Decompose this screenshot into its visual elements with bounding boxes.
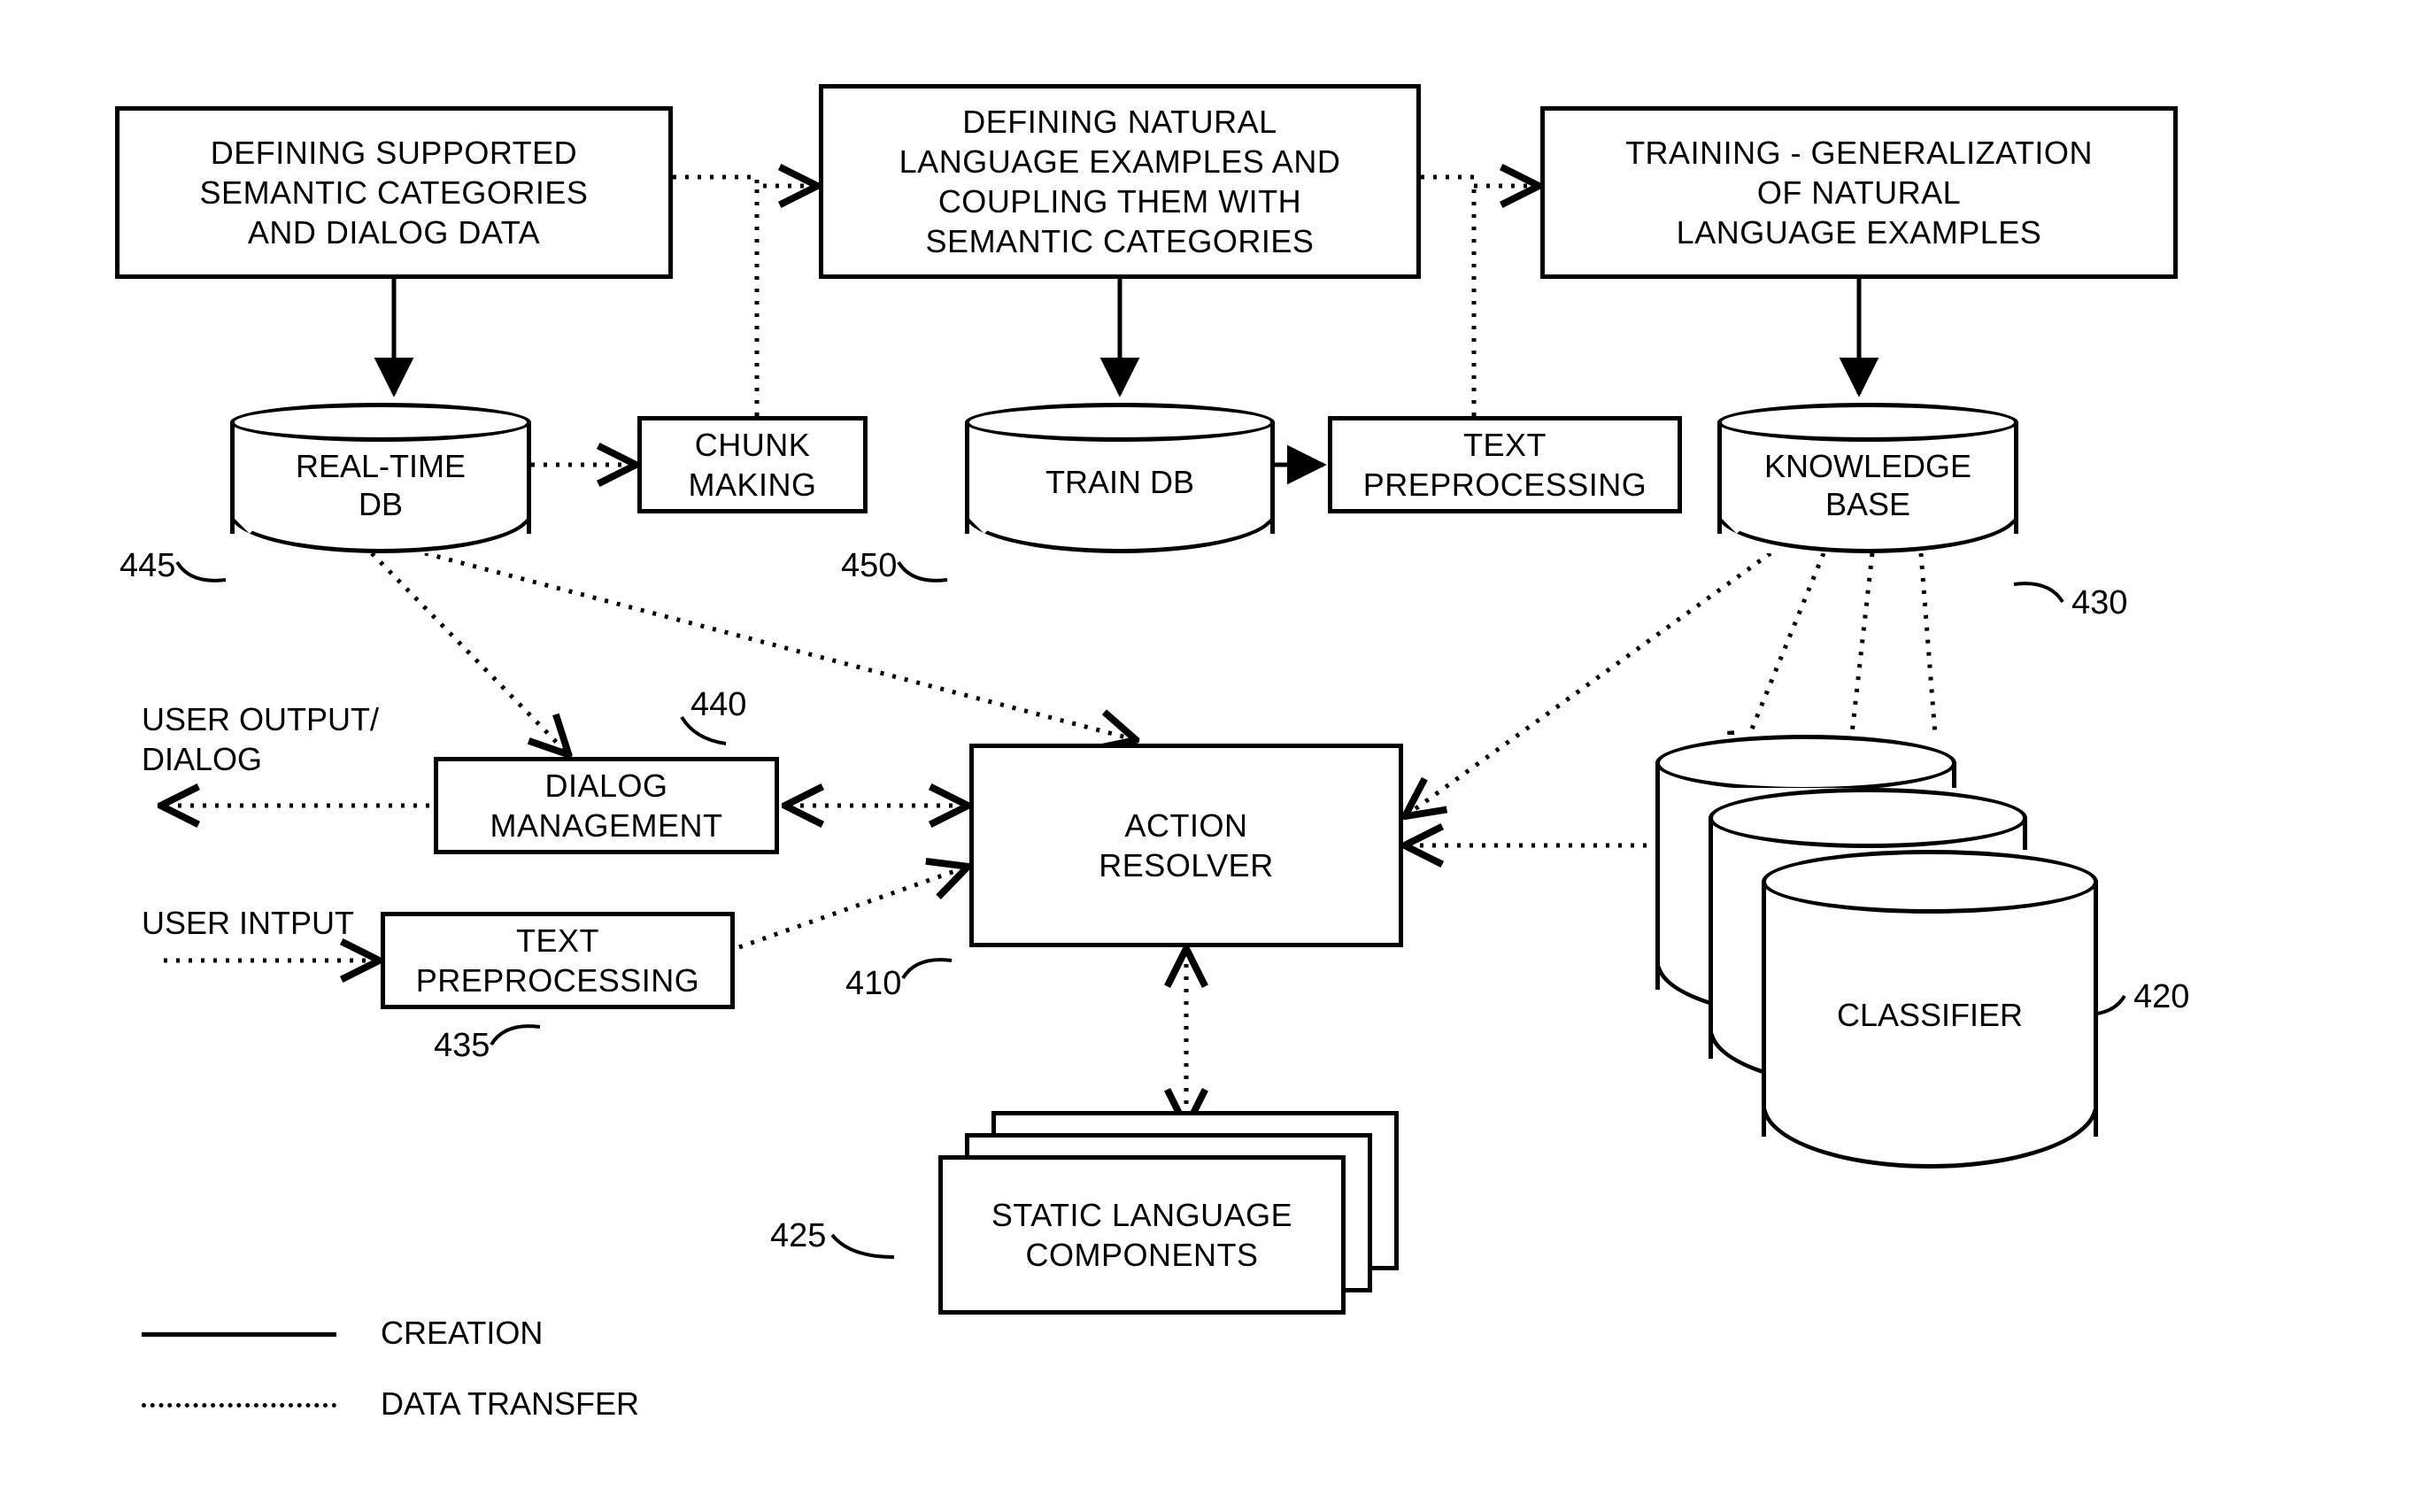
ref-435: 435: [434, 1027, 490, 1065]
ref-440: 440: [690, 686, 746, 724]
ref-445: 445: [120, 547, 175, 585]
label-defining-categories: DEFINING SUPPORTED SEMANTIC CATEGORIES A…: [200, 133, 589, 252]
node-static-lang: STATIC LANGUAGE COMPONENTS: [938, 1155, 1346, 1315]
label-train-db: TRAIN DB: [1045, 464, 1194, 500]
node-training-gen: TRAINING - GENERALIZATION OF NATURAL LAN…: [1540, 106, 2178, 279]
diagram-root: DEFINING SUPPORTED SEMANTIC CATEGORIES A…: [0, 0, 2430, 1512]
label-defining-examples: DEFINING NATURAL LANGUAGE EXAMPLES AND C…: [899, 102, 1341, 261]
ref-425: 425: [770, 1217, 826, 1255]
legend-creation-line: [142, 1332, 336, 1337]
edge-defcat-to-defex: [673, 177, 814, 186]
label-action-resolver: ACTION RESOLVER: [1099, 806, 1273, 885]
leader-425: [832, 1235, 894, 1257]
leader-410: [903, 960, 952, 978]
edge-rtdb-to-actionres: [425, 553, 1133, 739]
label-training-gen: TRAINING - GENERALIZATION OF NATURAL LAN…: [1625, 133, 2093, 252]
label-knowledge-base: KNOWLEDGE BASE: [1764, 448, 1971, 522]
legend-creation-text: CREATION: [381, 1315, 543, 1352]
label-realtime-db: REAL-TIME DB: [296, 448, 466, 522]
label-user-input: USER INTPUT: [142, 905, 354, 941]
node-text-preproc-bot: TEXT PREPROCESSING: [381, 912, 735, 1009]
io-user-output: USER OUTPUT/ DIALOG: [142, 699, 379, 779]
node-chunk-making: CHUNK MAKING: [637, 416, 868, 513]
node-train-db: TRAIN DB: [965, 403, 1275, 553]
legend-data-line: [142, 1403, 336, 1408]
edge-textprebot-to-actionres: [739, 868, 965, 947]
leader-450: [899, 562, 947, 581]
label-text-preproc-bot: TEXT PREPROCESSING: [416, 921, 700, 1000]
node-defining-categories: DEFINING SUPPORTED SEMANTIC CATEGORIES A…: [115, 106, 673, 279]
label-user-output: USER OUTPUT/ DIALOG: [142, 701, 379, 777]
label-chunk-making: CHUNK MAKING: [688, 425, 816, 505]
legend-data-text: DATA TRANSFER: [381, 1385, 639, 1423]
node-classifier: CLASSIFIER: [1762, 850, 2098, 1169]
leader-435: [491, 1026, 540, 1045]
node-dialog-mgmt: DIALOG MANAGEMENT: [434, 757, 779, 854]
node-realtime-db: REAL-TIME DB: [230, 403, 531, 553]
edge-rtdb-to-dialog: [372, 553, 567, 752]
node-text-preproc-top: TEXT PREPROCESSING: [1328, 416, 1682, 513]
leader-430: [2014, 583, 2063, 602]
node-knowledge-base: KNOWLEDGE BASE: [1717, 403, 2018, 553]
leader-445: [177, 562, 226, 581]
node-defining-examples: DEFINING NATURAL LANGUAGE EXAMPLES AND C…: [819, 84, 1421, 279]
label-text-preproc-top: TEXT PREPROCESSING: [1363, 425, 1647, 505]
ref-420: 420: [2133, 978, 2189, 1016]
label-dialog-mgmt: DIALOG MANAGEMENT: [490, 766, 722, 845]
ref-410: 410: [845, 965, 901, 1003]
node-action-resolver: ACTION RESOLVER: [969, 744, 1403, 947]
ref-430: 430: [2071, 584, 2127, 622]
edge-defex-to-traingen: [1421, 177, 1536, 186]
label-classifier: CLASSIFIER: [1837, 997, 2023, 1033]
label-static-lang: STATIC LANGUAGE COMPONENTS: [991, 1195, 1292, 1275]
ref-450: 450: [841, 547, 897, 585]
io-user-input: USER INTPUT: [142, 903, 354, 943]
